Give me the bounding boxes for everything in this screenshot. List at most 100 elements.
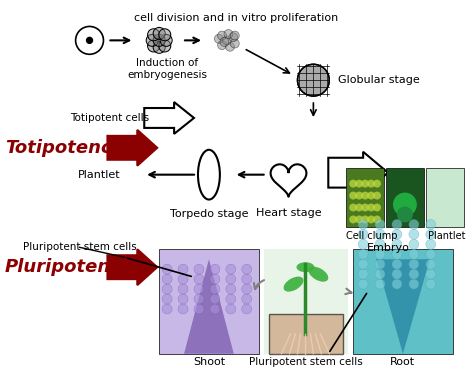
- Text: Embryo: Embryo: [366, 243, 410, 253]
- Text: Totipotency: Totipotency: [5, 139, 123, 157]
- Circle shape: [210, 264, 220, 274]
- Ellipse shape: [296, 262, 314, 272]
- FancyBboxPatch shape: [269, 314, 343, 354]
- Circle shape: [426, 269, 436, 279]
- Text: Pluripotent stem cells: Pluripotent stem cells: [248, 357, 362, 367]
- Text: Pluripotency: Pluripotency: [5, 258, 134, 276]
- Text: Heart stage: Heart stage: [255, 208, 321, 218]
- Circle shape: [226, 264, 236, 274]
- Circle shape: [226, 284, 236, 294]
- Text: Plantlet: Plantlet: [428, 231, 465, 241]
- Circle shape: [226, 42, 235, 51]
- FancyBboxPatch shape: [353, 249, 453, 354]
- Circle shape: [229, 33, 237, 42]
- Circle shape: [392, 229, 402, 239]
- Circle shape: [397, 206, 413, 222]
- Circle shape: [349, 204, 357, 212]
- Circle shape: [148, 40, 159, 51]
- Ellipse shape: [283, 277, 303, 292]
- Circle shape: [242, 274, 252, 284]
- Circle shape: [426, 239, 436, 249]
- Circle shape: [298, 64, 329, 96]
- Circle shape: [178, 264, 188, 274]
- Circle shape: [220, 37, 229, 46]
- Polygon shape: [108, 130, 157, 166]
- Circle shape: [426, 219, 436, 229]
- Circle shape: [230, 39, 239, 48]
- Circle shape: [358, 229, 368, 239]
- Circle shape: [210, 294, 220, 304]
- Circle shape: [409, 279, 419, 289]
- Text: Torpedo stage: Torpedo stage: [170, 209, 248, 219]
- Circle shape: [242, 304, 252, 314]
- Circle shape: [147, 35, 158, 46]
- Text: Plantlet: Plantlet: [78, 170, 121, 180]
- Circle shape: [154, 35, 164, 46]
- Circle shape: [194, 294, 204, 304]
- Polygon shape: [376, 259, 430, 354]
- Ellipse shape: [309, 267, 328, 282]
- Circle shape: [367, 215, 375, 223]
- Circle shape: [409, 269, 419, 279]
- Circle shape: [409, 239, 419, 249]
- Circle shape: [361, 215, 369, 223]
- Circle shape: [87, 37, 92, 43]
- Text: Shoot: Shoot: [193, 357, 225, 367]
- Circle shape: [226, 304, 236, 314]
- Text: cell division and in vitro proliferation: cell division and in vitro proliferation: [134, 13, 338, 23]
- Text: Root: Root: [391, 357, 416, 367]
- Circle shape: [358, 239, 368, 249]
- Circle shape: [242, 264, 252, 274]
- Circle shape: [373, 204, 381, 212]
- Circle shape: [194, 274, 204, 284]
- Circle shape: [159, 40, 170, 51]
- Circle shape: [392, 279, 402, 289]
- Circle shape: [375, 219, 385, 229]
- Circle shape: [148, 29, 159, 40]
- Circle shape: [373, 215, 381, 223]
- Circle shape: [178, 304, 188, 314]
- Circle shape: [159, 29, 170, 40]
- Circle shape: [355, 215, 363, 223]
- Text: Globular stage: Globular stage: [338, 75, 420, 85]
- Circle shape: [358, 249, 368, 259]
- Circle shape: [358, 219, 368, 229]
- Circle shape: [392, 219, 402, 229]
- Circle shape: [361, 180, 369, 188]
- FancyBboxPatch shape: [426, 168, 464, 228]
- Circle shape: [361, 204, 369, 212]
- Circle shape: [358, 259, 368, 269]
- Circle shape: [409, 249, 419, 259]
- Circle shape: [178, 294, 188, 304]
- Polygon shape: [108, 249, 157, 285]
- Circle shape: [355, 204, 363, 212]
- Circle shape: [375, 279, 385, 289]
- Circle shape: [367, 192, 375, 199]
- Circle shape: [375, 239, 385, 249]
- Circle shape: [226, 294, 236, 304]
- Circle shape: [426, 279, 436, 289]
- Circle shape: [392, 239, 402, 249]
- Circle shape: [194, 284, 204, 294]
- Circle shape: [224, 30, 233, 38]
- Circle shape: [358, 279, 368, 289]
- Circle shape: [210, 304, 220, 314]
- Circle shape: [210, 284, 220, 294]
- Circle shape: [375, 229, 385, 239]
- Text: Totipotent cells: Totipotent cells: [70, 113, 149, 123]
- Circle shape: [178, 274, 188, 284]
- Circle shape: [367, 180, 375, 188]
- Circle shape: [242, 294, 252, 304]
- Circle shape: [355, 180, 363, 188]
- Circle shape: [426, 259, 436, 269]
- Circle shape: [178, 284, 188, 294]
- Circle shape: [194, 304, 204, 314]
- Circle shape: [426, 249, 436, 259]
- Circle shape: [349, 215, 357, 223]
- FancyBboxPatch shape: [386, 168, 424, 228]
- Polygon shape: [184, 259, 234, 354]
- Circle shape: [242, 284, 252, 294]
- Circle shape: [373, 180, 381, 188]
- FancyBboxPatch shape: [264, 249, 348, 354]
- FancyBboxPatch shape: [346, 168, 384, 228]
